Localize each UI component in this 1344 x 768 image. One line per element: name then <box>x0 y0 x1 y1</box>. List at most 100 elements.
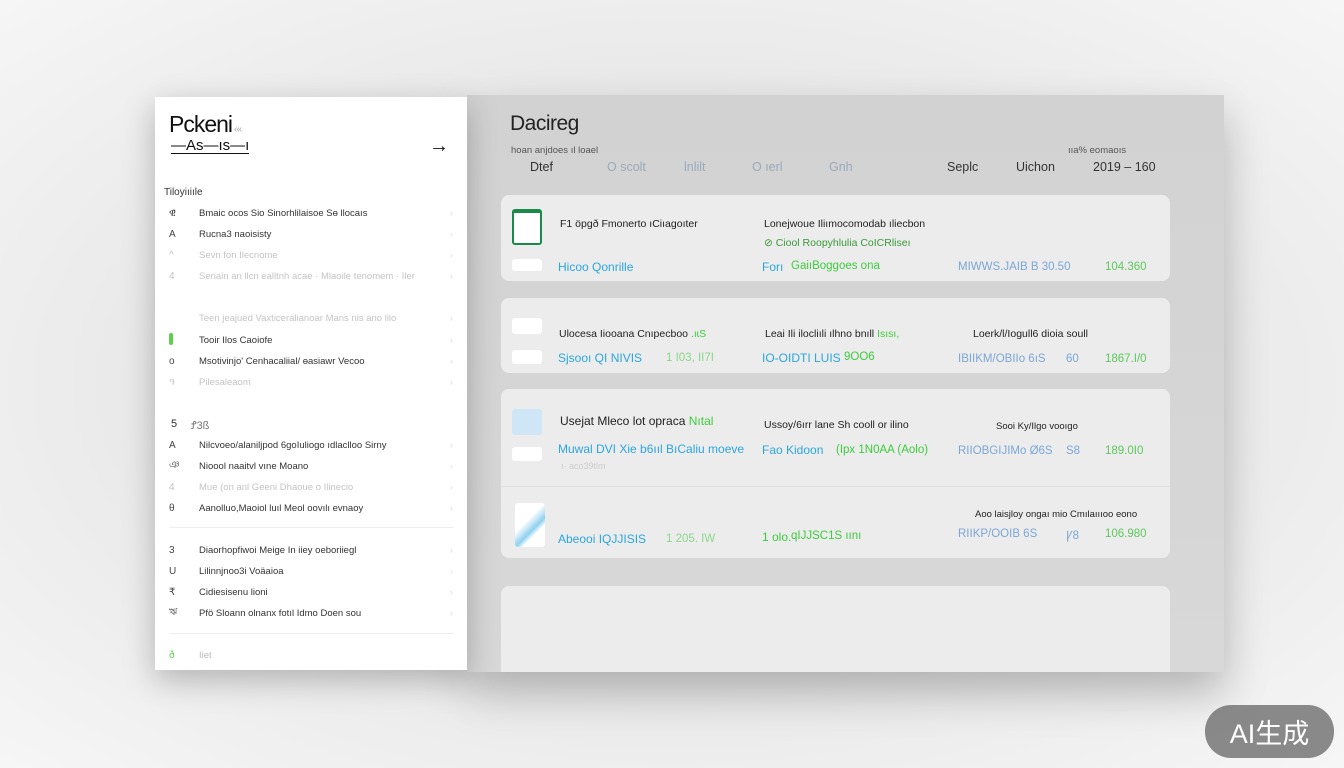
card-title-badge: Nıtal <box>688 414 714 428</box>
arrow-right-icon[interactable]: → <box>429 135 449 157</box>
card-mid: 1 olo. <box>762 530 792 544</box>
chevron-right-icon: › <box>450 377 453 387</box>
card-qty: 60 <box>1066 353 1079 365</box>
brand-logo: Pckeni ‹‹‹ <box>169 111 242 138</box>
card-detail: Ussoy/6ırr lane Sh cooll or ilino <box>764 419 909 431</box>
sidebar-footer-item[interactable]: ð Iiet <box>169 645 453 665</box>
sidebar-item-icon: A <box>169 439 176 451</box>
product-thumbnail <box>512 447 542 461</box>
sidebar-item-icon: A <box>169 228 176 240</box>
sidebar-item[interactable]: ₹ Cidiesisenu lioni › <box>169 582 453 602</box>
sidebar-item[interactable]: A Nilcvoeo/alaniljpod 6goIuliogo ıdlacllo… <box>169 435 453 455</box>
card-price: RIIOBGIJIMo Ø6S <box>958 445 1053 457</box>
sidebar-item[interactable]: 4 Mue (on anl Geeni Dhaoue o Ilinecio › <box>169 477 453 497</box>
card-detail: Leai Ili ilocliıli ılhno bnıll <box>765 328 875 340</box>
card-detail-badge: Isısı, <box>877 328 900 340</box>
ai-watermark: AI生成 <box>1205 705 1334 758</box>
divider <box>169 527 453 528</box>
card-mid-status: 9OO6 <box>844 351 875 363</box>
sidebar-item[interactable]: ዊ Bmaic ocos Sio Sinorhlilaisoe Sɵ llocaı… <box>169 203 453 223</box>
sidebar-item-icon: ^ <box>169 249 174 261</box>
chevron-right-icon: › <box>450 587 453 597</box>
sidebar-item[interactable]: U Lilinnjnoo3i Voäaioa › <box>169 561 453 581</box>
sidebar-item[interactable]: Tooir Ilos Caoiofe › <box>169 330 453 350</box>
filter-tab[interactable]: Gnh <box>829 160 853 174</box>
sidebar-item[interactable]: θ Aanolluo,Maoiol luıl Meol oovılı evnaoy… <box>169 498 453 518</box>
section-heading: Ꝭ3ß <box>191 420 210 432</box>
sidebar-item[interactable]: o Msotivinjo' Cenhacaliial/ ɵasiawr Vecoo… <box>169 351 453 371</box>
sidebar-item-label: Pilesaleaom <box>199 376 251 388</box>
filter-tab[interactable]: O scolt <box>607 160 646 174</box>
sidebar-item[interactable]: ዓ Pilesaleaom › <box>169 372 453 392</box>
card-title-badge: .ıɩS <box>690 328 707 340</box>
card-title: Ulocesa Iiooana Cnıpecboo <box>559 328 689 340</box>
sidebar-item-icon: ዓ <box>169 376 175 388</box>
filter-tab[interactable]: lnlilt <box>684 160 706 174</box>
page-title: Dacireg <box>510 112 579 135</box>
sidebar-item-label: Tooir Ilos Caoiofe <box>199 334 273 346</box>
chevron-right-icon: › <box>450 335 453 345</box>
card-mid: IO-OIDTI LUIS <box>762 351 841 365</box>
card-name-link[interactable]: Hicoo Qonrille <box>558 260 634 274</box>
card-qty: S8 <box>1066 445 1081 457</box>
sidebar-item-label: Cidiesisenu lioni <box>199 586 268 598</box>
product-thumbnail <box>512 350 542 364</box>
sidebar-item[interactable]: A Rucna3 naoisisty › <box>169 224 453 244</box>
filter-tab[interactable]: 2019 – 160 <box>1093 160 1156 174</box>
sidebar-item-icon: o <box>169 355 175 367</box>
sidebar-item[interactable]: 3 Diaorhopfiwoi Meige In iiey oeboriiegl › <box>169 540 453 560</box>
result-card[interactable]: Ulocesa Iiooana Cnıpecboo .ıɩS Leai Ili … <box>501 298 1170 373</box>
sidebar-item-label: Bmaic ocos Sio Sinorhlilaisoe Sɵ llocaıs <box>199 207 368 219</box>
sidebar-item[interactable]: 4 Seriain an llcn ealltnh acae · Mlaoile … <box>169 266 453 286</box>
card-code: 1 I03, II7I <box>666 352 714 364</box>
card-detail: Sooi Ky/Ilgo vooıgo <box>996 421 1078 432</box>
card-mid-status: qIJJSC1S ıını <box>791 530 862 542</box>
product-thumbnail <box>512 209 542 245</box>
card-mid-status: GaiıBoggoes ona <box>791 260 880 272</box>
card-name-link[interactable]: Muwal DVI Xie b6ııl BıCaliu moeve <box>558 442 745 456</box>
sidebar-item-label: Diaorhopfiwoi Meige In iiey oeboriiegl <box>199 544 357 556</box>
sidebar-item-icon: ዊ <box>169 207 176 219</box>
sidebar-item-label: Msotivinjo' Cenhacaliial/ ɵasiawr Vecoo <box>199 355 365 367</box>
card-code: 1 205. IW <box>666 533 716 545</box>
section-number: 5 <box>171 418 178 430</box>
results-count: ııa% eomaoıs <box>1068 145 1127 156</box>
sidebar-item[interactable]: ^ Sevn fon Ilecnome › <box>169 245 453 265</box>
sidebar-subtitle: —As—ıs—ı <box>171 137 250 154</box>
card-detail: Lonejwoue Iliımocomodab ıliecbon <box>764 218 926 230</box>
card-mid: Fao Kidoon <box>762 443 824 457</box>
footer-icon: ð <box>169 649 175 661</box>
card-total: 1867.I/0 <box>1105 353 1147 365</box>
filter-tab[interactable]: O ıerl <box>752 160 783 174</box>
card-subtext: ı· aco39tlm <box>561 461 606 471</box>
filter-hint: hoan anjdoes ıl loael <box>511 145 599 156</box>
card-title: F1 öpgð Fmonerto ıCiıagoıter <box>560 218 698 230</box>
footer-label: Iiet <box>199 649 212 661</box>
chevron-right-icon: › <box>450 566 453 576</box>
chevron-right-icon: › <box>450 608 453 618</box>
sidebar-item-icon: 4 <box>169 481 175 493</box>
brand-badge: ‹‹‹ <box>234 124 242 135</box>
sidebar-item[interactable]: Teen jeajued Vaxticeralianoar Mans nis a… <box>169 308 453 328</box>
card-mid: Forı <box>762 260 784 274</box>
sidebar-item-icon: θ <box>169 502 175 514</box>
result-card[interactable]: F1 öpgð Fmonerto ıCiıagoıter Lonejwoue I… <box>501 195 1170 281</box>
card-price: IBIIKM/OBIIo 6ıS <box>958 353 1046 365</box>
sidebar: Pckeni ‹‹‹ —As—ıs—ı → Tiloyiıiıle 5 Ꝭ3ß ð… <box>155 97 467 670</box>
chevron-right-icon: › <box>450 440 453 450</box>
card-total: 106.980 <box>1105 528 1147 540</box>
filter-tab[interactable]: Seplc <box>947 160 979 174</box>
card-name-link[interactable]: Sjsooı QI NIVIS <box>558 351 643 365</box>
sidebar-item-icon: ঞ <box>169 459 180 471</box>
sidebar-item[interactable]: ঋ Pfö Sloann olnanx fotıl Idmo Doen sou › <box>169 603 453 623</box>
card-name-link[interactable]: Abeooi IQJJISIS <box>558 532 647 546</box>
card-total: 189.0I0 <box>1105 445 1144 457</box>
filter-tab[interactable]: Dtef <box>530 160 553 174</box>
chevron-right-icon: › <box>450 250 453 260</box>
sidebar-item[interactable]: ঞ Nioool naaitvl vıne Moano › <box>169 456 453 476</box>
chevron-right-icon: › <box>450 356 453 366</box>
sidebar-item-icon: ₹ <box>169 586 176 598</box>
product-thumbnail <box>512 318 542 334</box>
chevron-right-icon: › <box>450 313 453 323</box>
filter-tab[interactable]: Uichon <box>1016 160 1055 174</box>
